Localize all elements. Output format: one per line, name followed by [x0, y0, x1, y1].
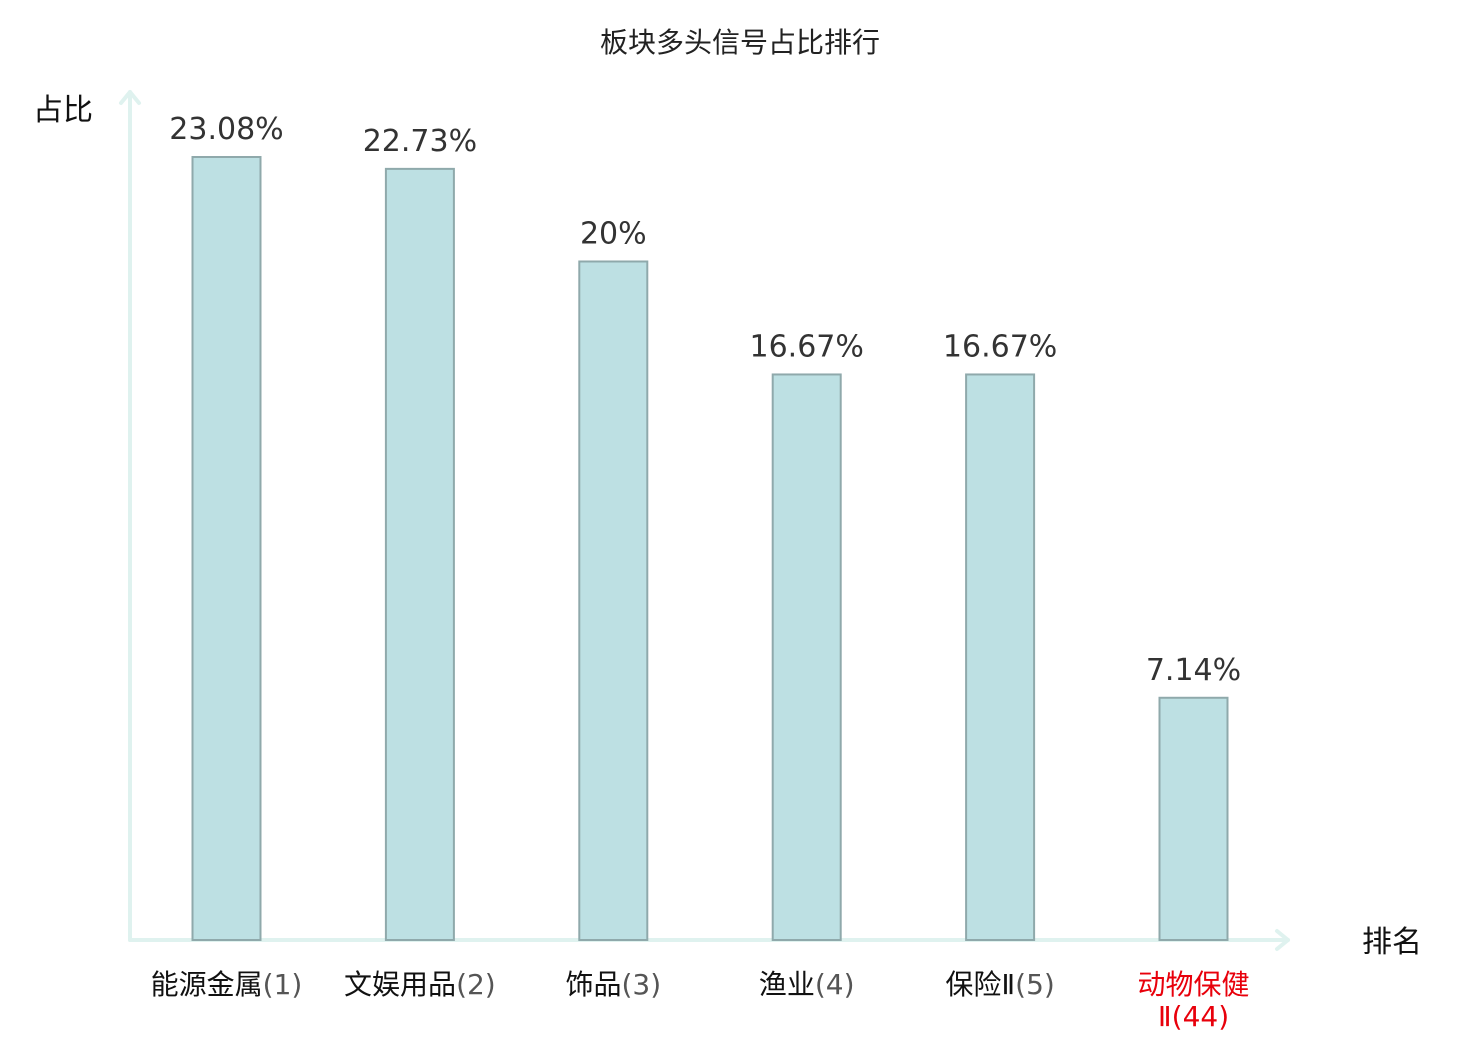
- bar: [771, 373, 842, 942]
- bar: [1158, 696, 1229, 941]
- bar: [578, 260, 649, 941]
- bar: [384, 167, 455, 942]
- bar: [191, 156, 262, 941]
- value-label: 7.14%: [1146, 653, 1241, 688]
- chart-title: 板块多头信号占比排行: [600, 26, 880, 59]
- x-axis-label: 排名: [1362, 925, 1422, 960]
- bars: [191, 156, 1229, 942]
- category-label: 饰品(3): [565, 968, 661, 1001]
- axes: [119, 90, 1290, 951]
- category-rank: (3): [621, 968, 661, 1001]
- value-label: 16.67%: [750, 329, 864, 364]
- category-rank: Ⅱ(44): [1158, 1000, 1229, 1033]
- category-rank: (1): [263, 968, 303, 1001]
- value-label: 23.08%: [169, 112, 283, 147]
- category-label: 文娱用品(2): [344, 968, 496, 1001]
- category-label: 能源金属(1): [151, 968, 303, 1001]
- y-axis-label: 占比: [33, 93, 93, 128]
- bar: [965, 373, 1036, 942]
- category-rank: (4): [815, 968, 855, 1001]
- category-label: 保险Ⅱ(5): [945, 968, 1054, 1001]
- x-axis-arrow: [1275, 929, 1290, 951]
- category-name: 饰品: [565, 968, 621, 1001]
- value-label: 20%: [580, 216, 647, 251]
- category-label: 渔业(4): [759, 968, 855, 1001]
- category-label: 动物保健: [1137, 968, 1249, 1001]
- category-rank: (2): [456, 968, 496, 1001]
- category-name: 能源金属: [151, 968, 263, 1001]
- y-axis-arrow: [119, 90, 141, 105]
- category-name: 文娱用品: [344, 968, 456, 1001]
- value-label: 22.73%: [363, 124, 477, 159]
- category-name: 保险Ⅱ: [945, 968, 1015, 1001]
- value-label: 16.67%: [943, 329, 1057, 364]
- value-labels: 23.08% 22.73% 20% 16.67% 16.67% 7.14%: [169, 112, 1241, 688]
- category-name: 渔业: [759, 968, 815, 1001]
- category-rank: (5): [1015, 968, 1055, 1001]
